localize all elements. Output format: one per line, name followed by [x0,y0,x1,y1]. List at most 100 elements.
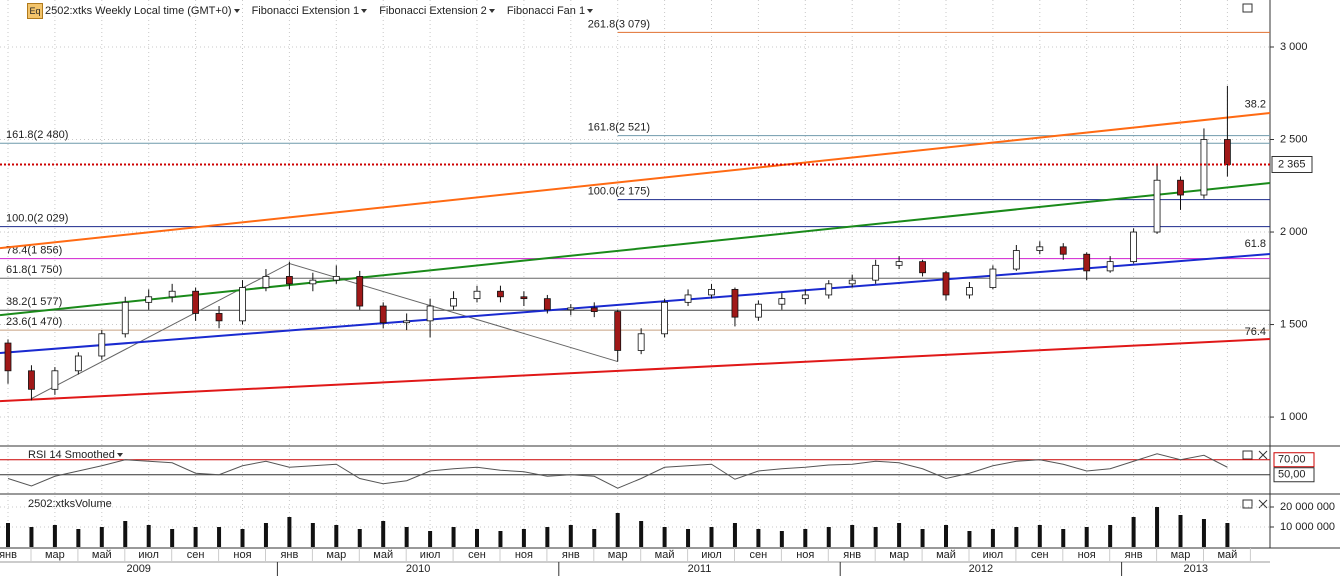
volume-bar [662,527,667,547]
candle-body [614,311,622,351]
candle-body [239,287,246,322]
candle-body [1130,231,1137,263]
y-tick-label: 2 500 [1280,133,1308,145]
candle-body [192,290,200,314]
candle-body [28,370,35,390]
x-tick-label: июл [420,549,441,561]
instrument-title[interactable]: 2502:xtks Weekly Local time (GMT+0) [45,5,240,17]
candle-body [1036,246,1044,251]
candle-body [98,333,106,357]
last-price-label: 2 365 [1278,158,1306,170]
candle-body [848,279,856,285]
x-tick-label: сен [468,549,486,561]
y-tick-label: 70,00 [1278,454,1306,466]
candle-body [121,301,129,335]
window-button[interactable] [1242,499,1253,509]
volume-bar [76,529,81,547]
volume-bar [521,529,526,547]
fan-label: 38.2 [1245,98,1266,110]
candle-body [567,307,575,311]
candle-body [989,268,997,288]
study[interactable]: Fibonacci Extension 2 [379,5,495,17]
fib-label: 23.6(1 470) [6,316,62,328]
candle-body [1200,139,1208,196]
volume-bar [873,527,878,547]
volume-bar [381,521,386,547]
x-tick-label: ноя [515,549,533,561]
y-tick-label: 1 500 [1280,318,1308,330]
candle-body [590,307,598,312]
volume-bar [944,525,948,547]
volume-bar [1061,529,1066,547]
rsi-title[interactable]: RSI 14 Smoothed [28,449,123,461]
last-price-box [1271,155,1313,173]
close-button[interactable] [1258,450,1268,460]
volume-bar [1178,515,1183,547]
year-label: 2013 [1184,563,1208,575]
volume-bar [592,529,597,547]
volume-bar [756,529,761,547]
y-tick-label: 1 000 [1280,411,1308,423]
volume-bar [850,525,855,547]
x-tick-label: июл [701,549,722,561]
fan-label: 76.4 [1245,326,1266,338]
volume-bar [732,523,737,547]
volume-bar [6,523,10,547]
x-tick-label: июл [983,549,1004,561]
volume-bar [287,517,292,547]
candle-body [731,288,739,318]
x-tick-label: ноя [796,549,814,561]
candle-body [215,313,223,322]
fan-line [0,253,1271,355]
x-tick-label: мар [45,549,65,561]
volume-bar [568,525,573,547]
x-tick-label: янв [1125,549,1143,561]
volume-bar [498,531,503,547]
volume-bar [826,527,831,547]
x-tick-label: июл [138,549,159,561]
year-label: 2011 [688,563,712,575]
window-button[interactable] [1242,3,1253,13]
volume-bar [146,525,151,547]
volume-bar [545,527,550,547]
candle-body [379,305,387,324]
year-label: 2012 [969,563,993,575]
study[interactable]: Fibonacci Fan 1 [507,5,593,17]
window-button[interactable] [1242,450,1253,460]
candle-body [332,276,340,281]
volume-bar [334,525,339,547]
candle-body [872,264,880,281]
candle-body [74,355,82,372]
candle-body [168,290,176,298]
study[interactable]: Fibonacci Extension 1 [252,5,368,17]
x-tick-label: янв [280,549,298,561]
candle-body [942,272,950,296]
candle-body [1224,139,1231,165]
volume-bar [99,527,104,547]
candle-body [1012,250,1020,270]
volume-bar [639,521,644,547]
fib-label: 100.0(2 175) [588,186,650,198]
x-tick-label: янв [0,549,17,561]
x-tick-label: янв [562,549,580,561]
year-label: 2009 [126,563,150,575]
candle-body [356,276,364,307]
y-tick-label: 20 000 000 [1280,501,1335,513]
y-tick-label: 50,00 [1278,469,1306,481]
fib-label: 261.8(3 079) [588,18,650,30]
volume-bar [1155,507,1160,547]
level-box [1273,452,1315,468]
x-tick-label: ноя [1078,549,1096,561]
candle-body [403,320,411,324]
volume-bar [686,529,691,547]
fan-line [0,182,1271,317]
volume-bar [357,529,362,547]
candle-body [1106,261,1114,272]
x-tick-label: сен [187,549,205,561]
x-tick-label: мар [1171,549,1191,561]
volume-bar [920,529,925,547]
instrument-icon: Eq [27,3,43,19]
volume-bar [1108,525,1113,547]
volume-bar [967,531,972,547]
candle-body [51,370,59,390]
